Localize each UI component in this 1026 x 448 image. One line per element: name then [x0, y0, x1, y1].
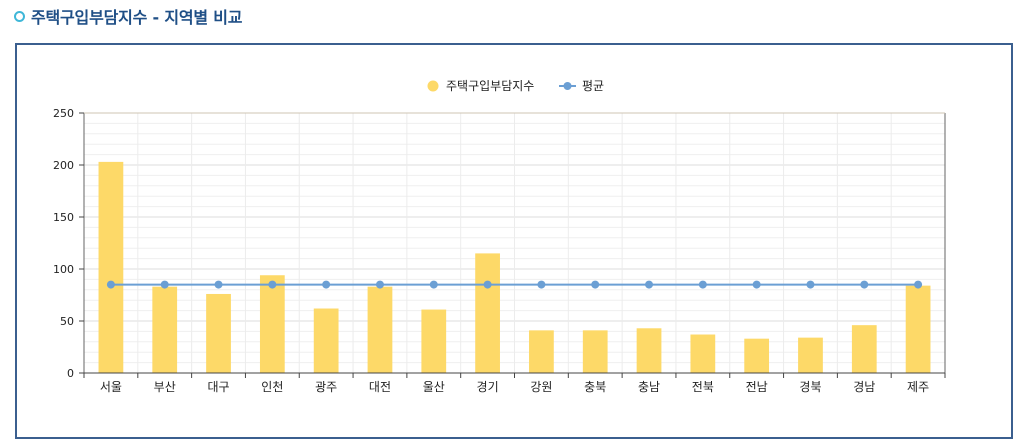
- average-point-울산[interactable]: [429, 280, 438, 289]
- bar-충남[interactable]: [636, 328, 662, 373]
- bar-경북[interactable]: [798, 337, 823, 373]
- average-point-제주[interactable]: [914, 280, 923, 289]
- x-tick-label: 서울: [100, 380, 122, 394]
- bar-인천[interactable]: [259, 275, 285, 373]
- average-point-충북[interactable]: [591, 280, 600, 289]
- legend-bar-marker-icon: [427, 80, 439, 92]
- average-point-강원[interactable]: [537, 280, 546, 289]
- x-tick-label: 인천: [261, 379, 283, 394]
- x-tick-label: 경남: [853, 380, 875, 394]
- average-point-광주[interactable]: [322, 280, 331, 289]
- legend-label-bar: 주택구입부담지수: [446, 79, 534, 93]
- bar-충북[interactable]: [582, 330, 608, 373]
- bar-전북[interactable]: [690, 334, 716, 373]
- average-point-전북[interactable]: [698, 280, 707, 289]
- y-tick-label: 0: [67, 367, 74, 380]
- x-tick-label: 충남: [638, 380, 660, 394]
- average-point-경남[interactable]: [860, 280, 869, 289]
- x-tick-label: 전남: [746, 380, 768, 394]
- x-tick-label: 충북: [584, 380, 606, 394]
- legend-line-dot-icon: [563, 82, 572, 90]
- page-title-row: 주택구입부담지수 - 지역별 비교: [14, 4, 243, 28]
- bar-경남[interactable]: [851, 325, 877, 373]
- average-point-전남[interactable]: [752, 280, 761, 289]
- x-tick-label: 경북: [799, 380, 821, 394]
- average-point-인천[interactable]: [268, 280, 277, 289]
- bars: [98, 161, 931, 373]
- bullet-circle-icon: [14, 10, 25, 22]
- average-line: [106, 280, 923, 289]
- bar-광주[interactable]: [313, 308, 339, 373]
- bar-전남[interactable]: [744, 338, 770, 373]
- y-tick-label: 100: [53, 263, 74, 276]
- y-tick-label: 50: [60, 315, 74, 328]
- legend[interactable]: 주택구입부담지수 평균: [427, 79, 605, 93]
- y-tick-label: 250: [53, 107, 74, 120]
- bar-경기[interactable]: [475, 253, 500, 373]
- bar-제주[interactable]: [905, 285, 931, 373]
- y-tick-label: 200: [53, 159, 74, 172]
- x-tick-label: 울산: [423, 380, 445, 394]
- page-title: 주택구입부담지수 - 지역별 비교: [31, 8, 243, 27]
- axes: 0 50 100 150 200 250 서울 부산 대구 인천 광주 대전 울산 경기 강원 충북 충남 전북 전…: [53, 107, 946, 394]
- x-tick-label: 대구: [207, 380, 229, 394]
- x-tick-label: 제주: [907, 380, 929, 394]
- y-tick-label: 150: [53, 211, 74, 224]
- x-tick-label: 광주: [315, 380, 337, 394]
- average-point-경북[interactable]: [806, 280, 815, 289]
- x-tick-label: 전북: [692, 380, 714, 394]
- bar-울산[interactable]: [421, 309, 447, 373]
- x-tick-label: 부산: [154, 380, 176, 394]
- average-point-대전[interactable]: [375, 280, 384, 289]
- bar-대구[interactable]: [206, 293, 231, 373]
- average-point-서울[interactable]: [106, 280, 115, 289]
- legend-label-line: 평균: [582, 79, 604, 93]
- bar-서울[interactable]: [98, 161, 124, 373]
- average-point-경기[interactable]: [483, 280, 492, 289]
- x-tick-label: 강원: [530, 380, 552, 394]
- x-tick-label: 대전: [369, 380, 391, 394]
- bar-강원[interactable]: [529, 330, 554, 373]
- average-point-대구[interactable]: [214, 280, 223, 289]
- average-point-부산[interactable]: [160, 280, 169, 289]
- bar-부산[interactable]: [152, 286, 178, 373]
- x-tick-label: 경기: [477, 380, 499, 394]
- bar-대전[interactable]: [367, 286, 393, 373]
- average-point-충남[interactable]: [645, 280, 654, 289]
